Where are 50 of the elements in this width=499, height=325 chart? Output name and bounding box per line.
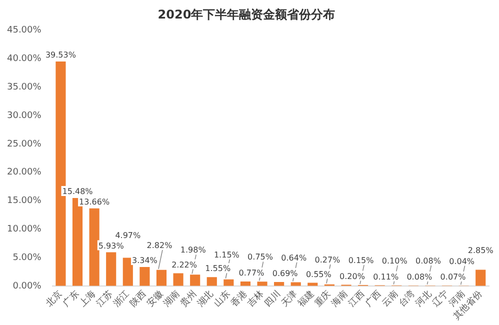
bar	[106, 252, 116, 286]
y-tick-label: 25.00%	[6, 139, 42, 150]
bar	[476, 270, 486, 286]
bar	[156, 270, 167, 286]
data-label: 1.98%	[180, 246, 206, 255]
bar	[190, 274, 200, 286]
data-label: 2.22%	[172, 260, 198, 270]
y-tick-label: 40.00%	[6, 54, 42, 64]
chart-title: 2020年下半年融资金额省份分布	[158, 7, 336, 22]
data-label: 3.34%	[132, 256, 158, 266]
data-label: 0.08%	[416, 256, 442, 266]
data-label: 0.69%	[272, 269, 298, 278]
data-label: 5.93%	[98, 241, 124, 250]
data-label: 0.15%	[348, 256, 374, 266]
y-tick-label: 5.00%	[12, 252, 42, 263]
bar	[122, 258, 133, 286]
bar	[224, 279, 234, 286]
y-tick-label: 15.00%	[6, 196, 42, 206]
data-label: 2.82%	[146, 240, 173, 250]
data-label: 0.08%	[406, 272, 433, 282]
y-tick-label: 10.00%	[6, 224, 42, 234]
bar	[206, 277, 217, 286]
data-label: 39.53%	[45, 50, 76, 60]
data-label: 0.75%	[248, 252, 274, 262]
data-label: 2.85%	[468, 246, 494, 255]
data-label: 0.64%	[281, 253, 307, 262]
bar	[173, 273, 184, 286]
y-tick-label: 0.00%	[12, 281, 42, 292]
data-label: 1.55%	[205, 264, 231, 274]
data-label: 0.04%	[449, 256, 475, 266]
y-tick-label: 30.00%	[6, 110, 42, 121]
bar	[89, 208, 100, 286]
data-label: 0.07%	[440, 272, 466, 282]
bar	[257, 282, 268, 286]
data-label: 0.55%	[306, 270, 332, 279]
data-label: 0.20%	[340, 272, 366, 281]
data-label: 1.15%	[214, 250, 240, 260]
y-tick-label: 20.00%	[6, 168, 42, 178]
data-label: 0.77%	[238, 268, 265, 278]
data-label: 0.10%	[382, 256, 408, 266]
y-tick-label: 35.00%	[6, 82, 42, 93]
data-label: 0.27%	[314, 255, 341, 264]
data-label: 15.48%	[62, 187, 94, 196]
y-tick-label: 45.00%	[6, 26, 42, 36]
data-label: 4.97%	[115, 230, 141, 240]
data-label: 13.66%	[79, 197, 110, 206]
x-tick-label: 四川	[262, 288, 283, 310]
bar	[240, 282, 251, 286]
bar	[140, 266, 150, 286]
data-label: 0.11%	[373, 272, 399, 282]
